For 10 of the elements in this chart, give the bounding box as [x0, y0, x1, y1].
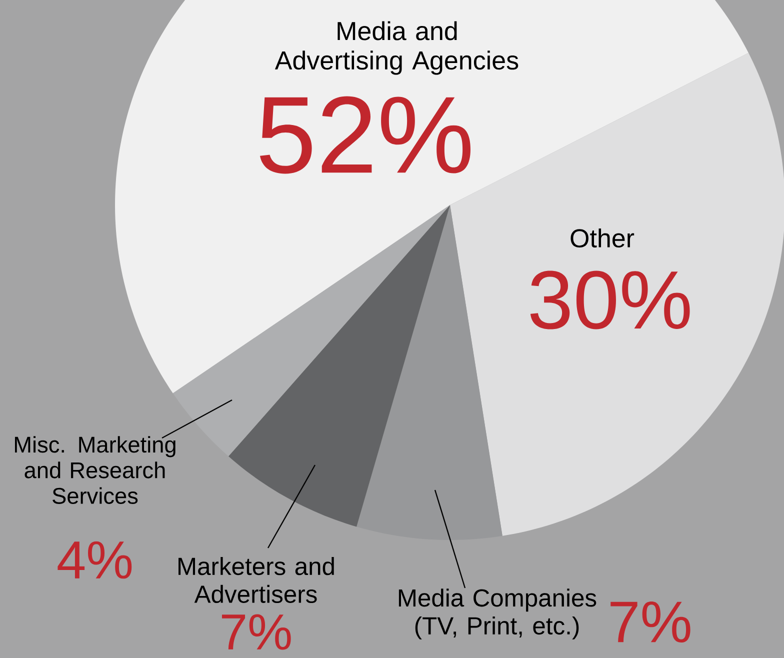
- data-label: 4%: [58, 541, 132, 579]
- slice-label: Other: [570, 228, 634, 248]
- data-label: 7%: [222, 614, 291, 650]
- slice-label: Media and Advertising Agencies: [274, 21, 518, 75]
- data-label: 52%: [260, 96, 470, 174]
- slice-label: Marketers and Advertisers: [178, 557, 334, 604]
- slice-label: Media Companies (TV, Print, etc.): [398, 588, 596, 640]
- data-label: 7%: [610, 601, 690, 643]
- data-label: 30%: [530, 270, 690, 330]
- slice-label: Misc. Marketing and Research Services: [15, 436, 176, 504]
